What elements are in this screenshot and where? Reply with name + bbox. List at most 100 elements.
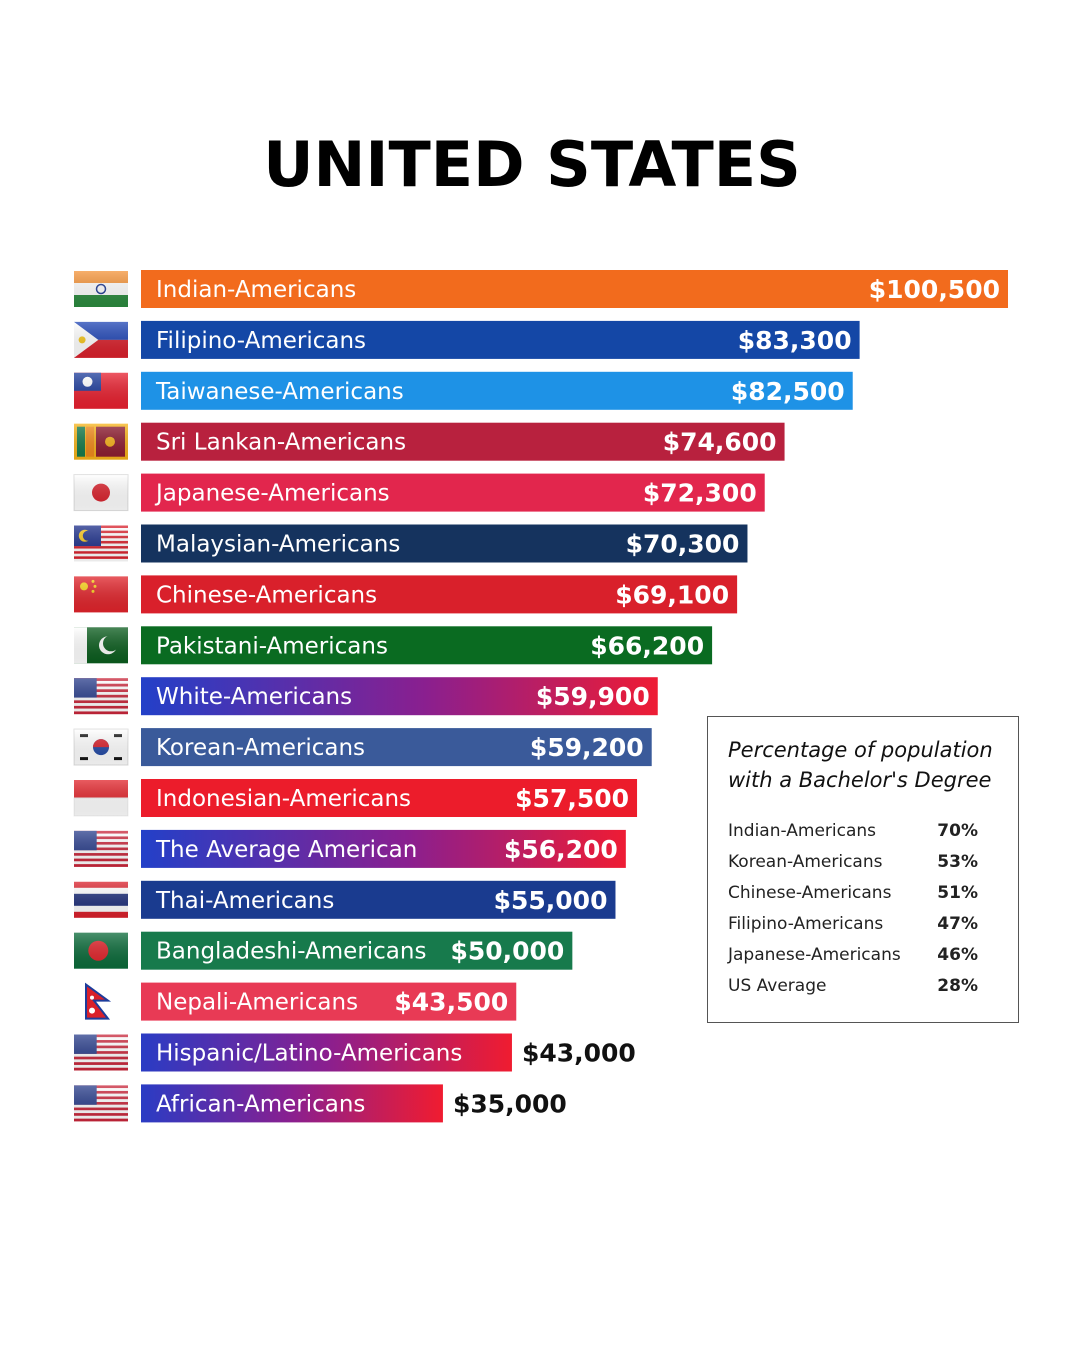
bar [141,728,652,767]
bar [141,524,748,563]
bar-row: Taiwanese-Americans $82,500 [141,371,853,410]
china-flag-icon [74,576,128,613]
bar-category-label: Taiwanese-Americans [155,379,404,405]
bangladesh-flag-icon [74,932,128,969]
nepal-flag-icon [85,982,112,1020]
bar-value-label: $35,000 [453,1089,567,1118]
bar-value-label: $50,000 [450,937,564,966]
legend-row-value: 51% [937,883,978,903]
sri-lanka-flag-icon [74,423,128,460]
bar-category-label: Japanese-Americans [154,481,390,507]
bar [141,677,658,716]
bar-value-label: $74,600 [663,428,777,457]
bar [141,982,517,1021]
bar [141,931,573,970]
legend-row-value: 47% [937,914,978,934]
legend-row-name: US Average [728,976,827,996]
bar [141,575,738,614]
bar [141,829,626,868]
legend-row-value: 46% [937,945,978,965]
bar [141,371,853,410]
bar-row: Japanese-Americans $72,300 [141,473,765,512]
bar-value-label: $43,500 [394,988,508,1017]
bar-category-label: Hispanic/Latino-Americans [156,1041,462,1067]
bar-row: Chinese-Americans $69,100 [141,575,738,614]
bar-row: Bangladeshi-Americans $50,000 [141,931,573,970]
legend-title: Percentage of population with a Bachelor… [728,735,1013,795]
degree-legend-box: Percentage of population with a Bachelor… [707,716,1019,1023]
bar-value-label: $100,500 [869,275,1000,304]
bar-category-label: White-Americans [156,684,352,710]
legend-row-name: Korean-Americans [728,852,883,872]
bar-value-label: $43,000 [522,1039,636,1068]
bar-chart: Indian-Americans $100,500 Filipino-America… [73,270,1008,1123]
bar-row: Hispanic/Latino-Americans $43,000 [141,1033,636,1072]
pakistan-flag-icon [74,627,128,664]
bar-row: White-Americans $59,900 [141,677,658,716]
bar-value-label: $70,300 [626,530,740,559]
bar-row: Thai-Americans $55,000 [141,880,616,919]
bar [141,473,765,512]
bar-category-label: African-Americans [156,1091,365,1117]
bar [141,270,1008,308]
bar-value-label: $59,900 [536,682,650,711]
legend-row: Filipino-Americans 47% [728,914,978,942]
bar-category-label: Indian-Americans [156,277,356,303]
bar-row: Sri Lankan-Americans $74,600 [141,422,785,461]
bar-category-label: Chinese-Americans [156,582,377,608]
usa-flag-icon [74,1085,128,1122]
usa-flag-icon [74,830,128,867]
chart-title: UNITED STATES [263,128,801,201]
bar-value-label: $72,300 [643,479,757,508]
south-korea-flag-icon [73,728,129,766]
bar-row: Nepali-Americans $43,500 [141,982,517,1021]
bar-category-label: Nepali-Americans [156,990,358,1016]
legend-row-name: Filipino-Americans [728,914,884,934]
usa-flag-icon [74,1034,128,1071]
legend-row-name: Indian-Americans [728,821,877,841]
bar-category-label: Pakistani-Americans [156,633,388,659]
india-flag-icon [74,271,128,307]
indonesia-flag-icon [73,780,129,817]
bar [141,779,638,817]
bar-row: Pakistani-Americans $66,200 [141,626,713,665]
bar-row: Korean-Americans $59,200 [141,728,652,767]
bar-row: Indian-Americans $100,500 [141,270,1008,308]
legend-row-name: Japanese-Americans [728,945,901,965]
bar-row: Malaysian-Americans $70,300 [141,524,748,563]
bar-category-label: Thai-Americans [155,888,334,914]
bar-row: Filipino-Americans $83,300 [141,320,860,359]
taiwan-flag-icon [74,372,128,409]
bar-row: Indonesian-Americans $57,500 [141,779,638,817]
legend-row-name: Chinese-Americans [728,883,892,903]
legend-row: US Average 28% [728,976,978,1004]
legend-row: Chinese-Americans 51% [728,883,978,911]
bar-value-label: $66,200 [590,631,704,660]
usa-flag-icon [74,678,128,715]
legend-row: Japanese-Americans 46% [728,945,978,973]
thailand-flag-icon [74,881,128,918]
bar-category-label: The Average American [155,837,417,863]
legend-row: Indian-Americans 70% [728,821,978,849]
bar-row: African-Americans $35,000 [141,1084,567,1123]
bar [141,1084,443,1123]
bar-category-label: Filipino-Americans [156,328,366,354]
japan-flag-icon [73,474,129,512]
legend-row: Korean-Americans 53% [728,852,978,880]
malaysia-flag-icon [74,525,128,562]
bar-row: The Average American $56,200 [141,829,626,868]
bar-category-label: Korean-Americans [156,735,365,761]
bar-category-label: Bangladeshi-Americans [156,939,426,965]
bar-category-label: Sri Lankan-Americans [156,430,406,456]
bar [141,880,616,919]
bar-value-label: $83,300 [738,326,852,355]
bar-value-label: $82,500 [731,377,845,406]
bar [141,320,860,359]
bar [141,422,785,461]
legend-row-value: 53% [937,852,978,872]
bar-value-label: $56,200 [504,835,618,864]
legend-row-value: 70% [937,821,978,841]
bar [141,626,713,665]
bar-value-label: $57,500 [515,784,629,813]
legend-row-value: 28% [937,976,978,996]
